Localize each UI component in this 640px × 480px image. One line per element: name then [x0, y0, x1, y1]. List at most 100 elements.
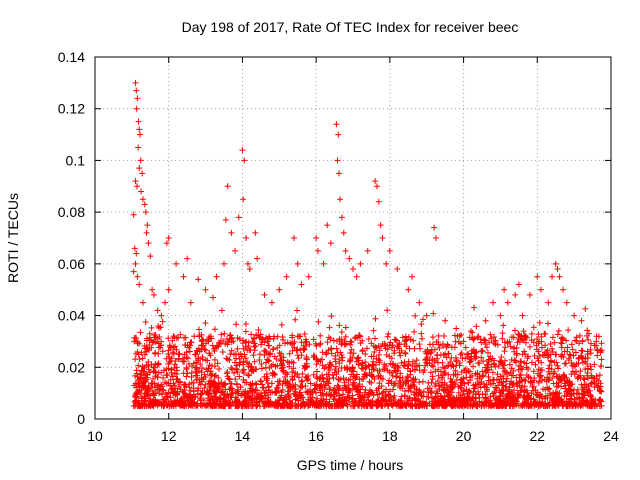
roti-point [236, 355, 243, 362]
roti-point [354, 355, 361, 362]
roti-point [266, 333, 273, 340]
roti-point [221, 260, 227, 267]
roti-point [467, 328, 474, 335]
y-tick-label: 0 [77, 411, 85, 427]
roti-point [410, 381, 417, 388]
roti-point [515, 380, 522, 387]
roti-point [152, 334, 159, 341]
roti-point [452, 354, 459, 361]
roti-point [516, 392, 523, 399]
roti-point [549, 348, 556, 355]
roti-point [241, 398, 248, 405]
roti-point [536, 319, 543, 326]
roti-point [218, 307, 225, 314]
roti-point [563, 337, 570, 344]
roti-point [315, 318, 322, 325]
roti-point [578, 381, 585, 388]
roti-point [468, 350, 475, 357]
roti-point [154, 374, 161, 381]
roti-point [287, 401, 294, 408]
roti-point [254, 255, 261, 262]
roti-point [519, 337, 526, 344]
roti-point [405, 378, 412, 385]
roti-point [386, 396, 393, 403]
roti-point [357, 397, 364, 404]
roti-point [227, 332, 234, 339]
roti-point [202, 374, 209, 381]
roti-point [480, 372, 487, 379]
roti-point [131, 245, 138, 252]
roti-point [327, 359, 334, 366]
roti-point [184, 255, 191, 262]
roti-point [487, 331, 494, 338]
roti-point [471, 304, 478, 311]
roti-point [314, 247, 321, 254]
roti-point [591, 342, 598, 349]
roti-point [503, 378, 510, 385]
roti-point [314, 368, 321, 375]
roti-point [416, 387, 423, 394]
roti-point [515, 281, 522, 288]
roti-point [185, 344, 192, 351]
roti-point [416, 398, 423, 405]
roti-point [297, 383, 304, 390]
roti-point [380, 388, 387, 395]
roti-point [579, 347, 586, 354]
roti-point [513, 350, 520, 357]
roti-point [257, 378, 264, 385]
roti-point [145, 240, 152, 247]
roti-point [554, 266, 561, 273]
roti-point [429, 334, 436, 341]
roti-point [273, 385, 280, 392]
roti-point [440, 333, 447, 340]
roti-point [277, 357, 284, 364]
roti-point [501, 348, 508, 355]
roti-point [269, 346, 276, 353]
roti-point [403, 343, 410, 350]
roti-point [570, 361, 577, 368]
roti-point [458, 368, 465, 375]
roti-point [574, 386, 581, 393]
roti-point [224, 183, 231, 190]
roti-point [553, 398, 560, 405]
roti-point [317, 375, 324, 382]
roti-point [199, 337, 206, 344]
y-tick-label: 0.12 [58, 101, 85, 117]
roti-point [422, 357, 429, 364]
roti-point [159, 348, 166, 355]
roti-point [538, 344, 545, 351]
roti-point [339, 357, 346, 364]
roti-point [215, 365, 222, 372]
roti-point [508, 334, 515, 341]
roti-point [345, 394, 352, 401]
roti-point [385, 380, 392, 387]
roti-point [299, 370, 306, 377]
roti-point [410, 337, 417, 344]
roti-point [377, 397, 384, 404]
roti-point [276, 286, 283, 293]
roti-point [448, 378, 455, 385]
roti-point [306, 341, 313, 348]
roti-point [412, 376, 419, 383]
roti-point [133, 105, 140, 112]
roti-point [401, 402, 408, 409]
roti-point [581, 398, 588, 405]
roti-point [381, 366, 388, 373]
roti-point [335, 383, 342, 390]
roti-point [587, 363, 594, 370]
roti-point [165, 380, 172, 387]
roti-point [534, 370, 541, 377]
roti-point [231, 370, 238, 377]
roti-point [550, 380, 557, 387]
roti-point [584, 403, 591, 410]
roti-point [379, 389, 386, 396]
roti-point [427, 350, 434, 357]
roti-point [279, 402, 286, 409]
roti-point [223, 355, 230, 362]
roti-point [313, 342, 320, 349]
roti-point [272, 363, 279, 370]
roti-point [244, 260, 251, 267]
roti-point [163, 240, 170, 247]
roti-point [134, 340, 141, 347]
roti-point [447, 358, 454, 365]
